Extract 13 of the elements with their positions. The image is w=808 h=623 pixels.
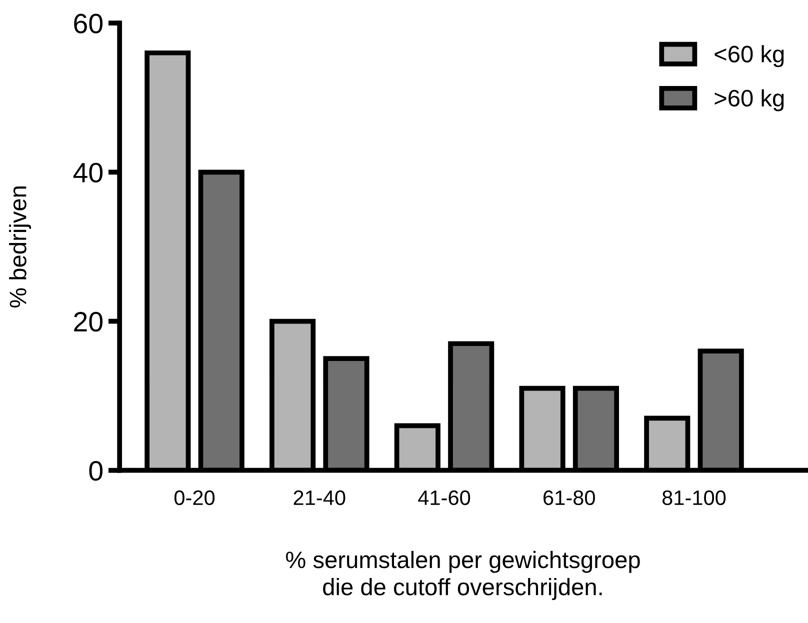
x-tick-label: 41-60	[418, 490, 470, 506]
x-tick-label: 21-40	[294, 490, 346, 506]
y-tick-label: 20	[74, 312, 103, 332]
y-tick-label: 0	[89, 461, 103, 481]
x-tick-label: 81-100	[662, 490, 726, 506]
y-axis-title: % bedrijven	[9, 186, 32, 308]
x-tick-label: 61-80	[544, 490, 595, 506]
x-axis-title: % serumstalen per gewichtsgroep die de cutoff overschrijden.	[286, 550, 640, 600]
x-tick-label: 0-20	[174, 490, 215, 506]
y-tick-label: 60	[74, 14, 103, 34]
legend-label: >60 kg	[714, 89, 784, 112]
y-tick-label: 40	[73, 162, 103, 182]
legend-label: <60 kg	[714, 45, 784, 68]
